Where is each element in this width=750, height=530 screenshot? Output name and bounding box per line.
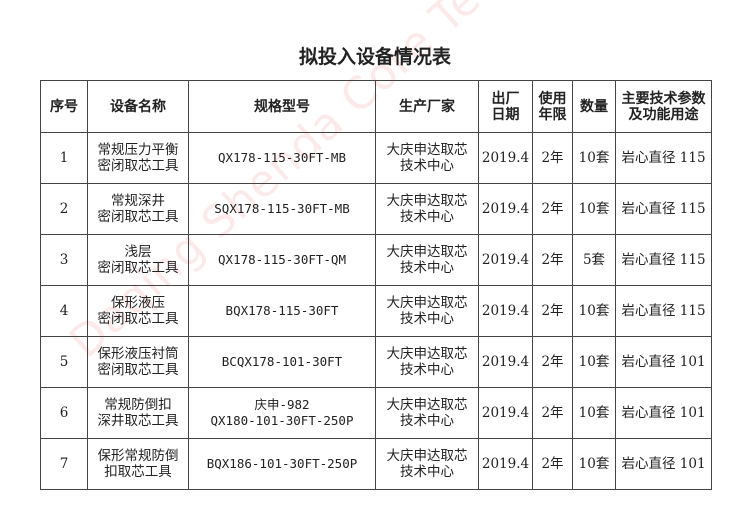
date-cell: 2019.4 (478, 234, 533, 286)
table-row: 7 保形常规防倒 扣取芯工具 BQX186-101-30FT-250P 大庆申达取芯 技术… (40, 438, 712, 490)
name-cell: 保形常规防倒 扣取芯工具 (87, 438, 189, 490)
qty-cell: 10套 (572, 285, 616, 337)
model-cell: BQX178-115-30FT (188, 285, 376, 337)
qty-cell: 10套 (572, 336, 616, 388)
life-cell: 2年 (532, 285, 573, 337)
model-cell: BQX186-101-30FT-250P (188, 438, 376, 490)
qty-cell: 10套 (572, 183, 616, 235)
table-row: 4 保形液压 密闭取芯工具 BQX178-115-30FT 大庆申达取芯 技术中心 2019… (40, 285, 712, 337)
qty-cell: 10套 (572, 438, 616, 490)
table-row: 5 保形液压衬筒 密闭取芯工具 BCQX178-101-30FT 大庆申达取芯 技术中心 2… (40, 336, 712, 388)
table-row: 1 常规压力平衡 密闭取芯工具 QX178-115-30FT-MB 大庆申达取芯 技术中心… (40, 132, 712, 184)
maker-cell: 大庆申达取芯 技术中心 (375, 438, 479, 490)
life-cell: 2年 (532, 438, 573, 490)
table-row: 2 常规深井 密闭取芯工具 SQX178-115-30FT-MB 大庆申达取芯 技术中心 2… (40, 183, 712, 235)
spec-cell: 岩心直径 115 (615, 234, 712, 286)
model-cell: QX178-115-30FT-MB (188, 132, 376, 184)
name-cell: 浅层 密闭取芯工具 (87, 234, 189, 286)
name-cell: 保形液压 密闭取芯工具 (87, 285, 189, 337)
life-cell: 2年 (532, 183, 573, 235)
qty-cell: 10套 (572, 387, 616, 439)
date-cell: 2019.4 (478, 285, 533, 337)
maker-cell: 大庆申达取芯 技术中心 (375, 183, 479, 235)
seq-cell: 3 (40, 234, 88, 286)
header-cell: 数量 (572, 80, 616, 133)
model-cell: QX178-115-30FT-QM (188, 234, 376, 286)
date-cell: 2019.4 (478, 387, 533, 439)
name-cell: 保形液压衬筒 密闭取芯工具 (87, 336, 189, 388)
life-cell: 2年 (532, 234, 573, 286)
seq-cell: 7 (40, 438, 88, 490)
date-cell: 2019.4 (478, 336, 533, 388)
spec-cell: 岩心直径 115 (615, 285, 712, 337)
maker-cell: 大庆申达取芯 技术中心 (375, 387, 479, 439)
seq-cell: 1 (40, 132, 88, 184)
header-row: 序号 设备名称 规格型号 生产厂家 出厂 日期 使用 年限 数量 主要技术参数 及功能… (40, 80, 712, 133)
maker-cell: 大庆申达取芯 技术中心 (375, 132, 479, 184)
model-cell: 庆申-982 QX180-101-30FT-250P (188, 387, 376, 439)
name-cell: 常规防倒扣 深井取芯工具 (87, 387, 189, 439)
date-cell: 2019.4 (478, 438, 533, 490)
maker-cell: 大庆申达取芯 技术中心 (375, 234, 479, 286)
header-cell: 序号 (40, 80, 88, 133)
equipment-table: 序号 设备名称 规格型号 生产厂家 出厂 日期 使用 年限 数量 主要技术参数 及功能… (40, 80, 712, 490)
seq-cell: 4 (40, 285, 88, 337)
seq-cell: 6 (40, 387, 88, 439)
table-row: 3 浅层 密闭取芯工具 QX178-115-30FT-QM 大庆申达取芯 技术中心 2019… (40, 234, 712, 286)
spec-cell: 岩心直径 101 (615, 438, 712, 490)
maker-cell: 大庆申达取芯 技术中心 (375, 336, 479, 388)
model-cell: SQX178-115-30FT-MB (188, 183, 376, 235)
spec-cell: 岩心直径 101 (615, 387, 712, 439)
name-cell: 常规深井 密闭取芯工具 (87, 183, 189, 235)
life-cell: 2年 (532, 132, 573, 184)
maker-cell: 大庆申达取芯 技术中心 (375, 285, 479, 337)
header-cell: 规格型号 (188, 80, 376, 133)
qty-cell: 10套 (572, 132, 616, 184)
seq-cell: 2 (40, 183, 88, 235)
date-cell: 2019.4 (478, 132, 533, 184)
spec-cell: 岩心直径 115 (615, 132, 712, 184)
header-cell: 主要技术参数 及功能用途 (615, 80, 712, 133)
page-title: 拟投入设备情况表 (298, 46, 451, 68)
header-cell: 使用 年限 (532, 80, 573, 133)
spec-cell: 岩心直径 115 (615, 183, 712, 235)
spec-cell: 岩心直径 101 (615, 336, 712, 388)
life-cell: 2年 (532, 387, 573, 439)
name-cell: 常规压力平衡 密闭取芯工具 (87, 132, 189, 184)
life-cell: 2年 (532, 336, 573, 388)
header-cell: 设备名称 (87, 80, 189, 133)
header-cell: 生产厂家 (375, 80, 479, 133)
header-cell: 出厂 日期 (478, 80, 533, 133)
model-cell: BCQX178-101-30FT (188, 336, 376, 388)
seq-cell: 5 (40, 336, 88, 388)
qty-cell: 5套 (572, 234, 616, 286)
date-cell: 2019.4 (478, 183, 533, 235)
table-row: 6 常规防倒扣 深井取芯工具 庆申-982 QX180-101-30FT-250P 大庆申… (40, 387, 712, 439)
